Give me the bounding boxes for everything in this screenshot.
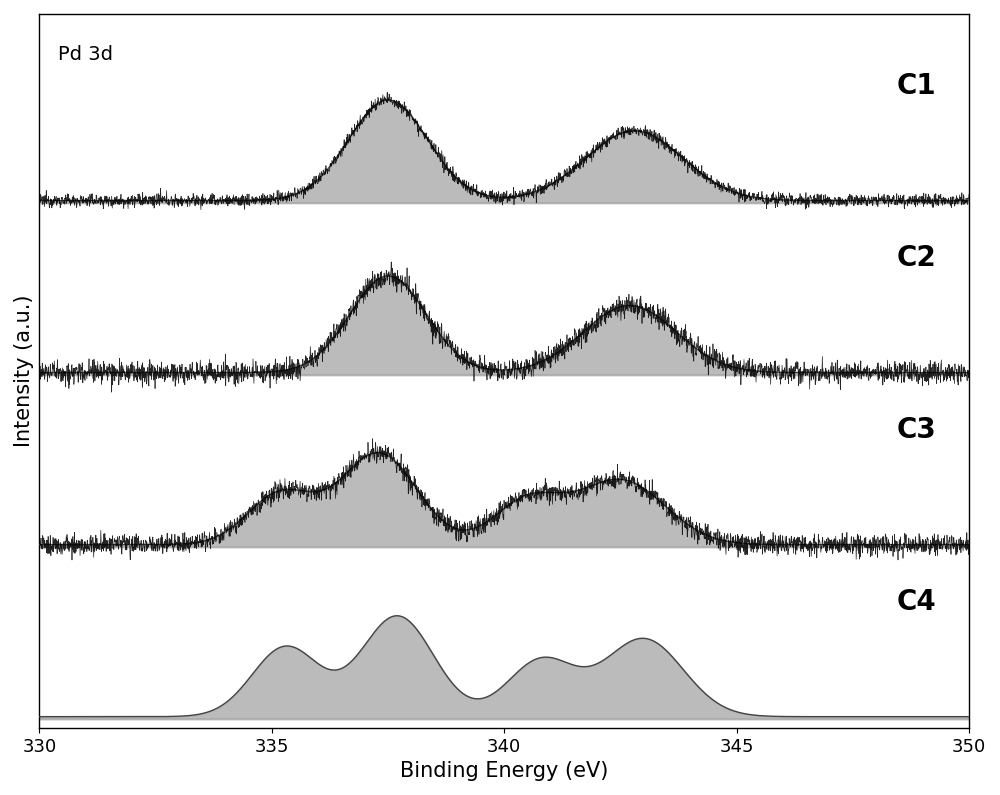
Text: C1: C1 bbox=[897, 72, 936, 100]
Text: C2: C2 bbox=[897, 244, 936, 272]
Y-axis label: Intensity (a.u.): Intensity (a.u.) bbox=[14, 295, 34, 447]
Text: C3: C3 bbox=[897, 417, 936, 444]
X-axis label: Binding Energy (eV): Binding Energy (eV) bbox=[400, 761, 608, 781]
Text: C4: C4 bbox=[897, 588, 936, 616]
Text: Pd 3d: Pd 3d bbox=[58, 45, 113, 64]
